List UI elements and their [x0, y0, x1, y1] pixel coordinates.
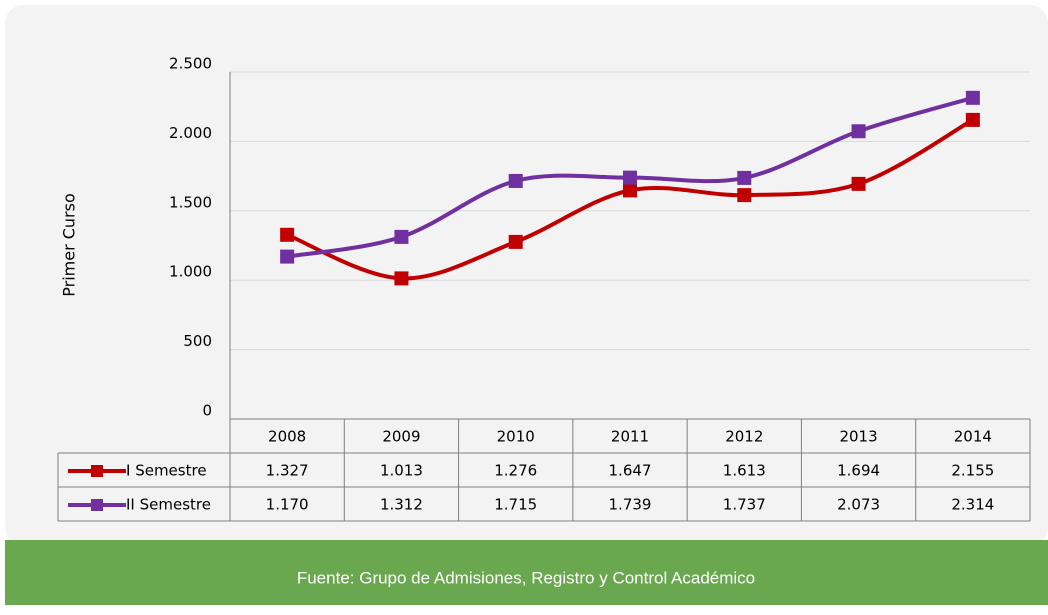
table-value: 1.013	[380, 462, 423, 480]
table-value: 1.647	[609, 462, 652, 480]
table-value: 1.170	[266, 496, 309, 514]
x-tick-label: 2012	[725, 428, 763, 446]
x-tick-label: 2010	[497, 428, 535, 446]
table-value: 1.312	[380, 496, 423, 514]
table-value: 2.155	[951, 462, 994, 480]
legend-marker	[91, 499, 103, 511]
table-value: 1.739	[609, 496, 652, 514]
x-tick-label: 2008	[268, 428, 306, 446]
point-marker	[623, 183, 637, 198]
y-tick-label: 500	[183, 332, 212, 350]
table-value: 1.276	[494, 462, 537, 480]
y-tick-label: 1.500	[169, 193, 212, 211]
point-marker	[280, 249, 295, 264]
table-value: 1.613	[723, 462, 766, 480]
x-tick-label: 2011	[611, 428, 649, 446]
table-value: 2.314	[951, 496, 994, 514]
source-note: Fuente: Grupo de Admisiones, Registro y …	[297, 568, 755, 587]
y-axis-label: Primer Curso	[60, 193, 79, 297]
point-marker	[737, 170, 752, 185]
footer-band	[5, 540, 1048, 605]
point-marker	[280, 227, 295, 242]
table-value: 2.073	[837, 496, 880, 514]
x-tick-label: 2009	[382, 428, 420, 446]
table-value: 1.327	[266, 462, 309, 480]
card	[5, 5, 1048, 545]
point-marker	[394, 271, 409, 286]
point-marker	[623, 170, 637, 185]
point-marker	[965, 112, 980, 127]
y-tick-label: 2.000	[169, 124, 212, 142]
point-marker	[737, 188, 752, 203]
y-tick-label: 0	[202, 402, 212, 420]
point-marker	[851, 176, 866, 191]
y-tick-label: 2.500	[169, 55, 212, 73]
x-tick-label: 2014	[954, 428, 992, 446]
point-marker	[394, 229, 409, 244]
point-marker	[508, 234, 523, 249]
table-value: 1.737	[723, 496, 766, 514]
legend-label: II Semestre	[126, 496, 211, 514]
x-tick-label: 2013	[839, 428, 877, 446]
legend-label: I Semestre	[126, 462, 207, 480]
point-marker	[965, 90, 980, 105]
legend-marker	[91, 465, 103, 477]
point-marker	[851, 124, 866, 139]
point-marker	[508, 173, 523, 188]
table-value: 1.694	[837, 462, 880, 480]
y-tick-label: 1.000	[169, 263, 212, 281]
table-value: 1.715	[494, 496, 537, 514]
